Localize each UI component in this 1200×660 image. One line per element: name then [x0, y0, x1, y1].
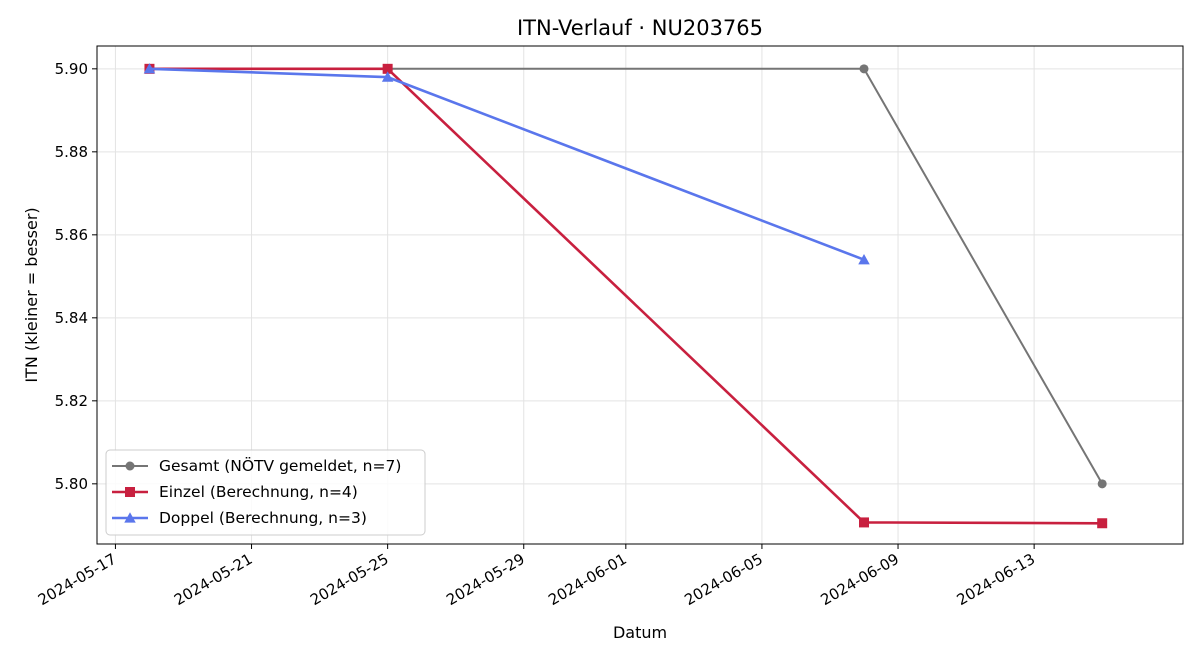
y-tick-label: 5.82	[55, 392, 88, 410]
data-point	[1097, 518, 1108, 529]
y-tick-label: 5.84	[55, 309, 88, 327]
plot-frame	[96, 45, 1184, 545]
data-point	[143, 63, 156, 74]
y-tick-label: 5.90	[55, 60, 88, 78]
data-point	[858, 253, 870, 265]
chart-title: ITN-Verlauf · NU203765	[517, 16, 763, 40]
series-line	[149, 67, 1103, 525]
data-point	[382, 63, 393, 74]
x-axis-title: Datum	[613, 623, 667, 642]
legend-swatch-marker	[125, 487, 135, 497]
legend-swatch-marker	[125, 461, 135, 471]
y-axis-title: ITN (kleiner = besser)	[22, 207, 41, 382]
y-tick-label: 5.80	[55, 475, 88, 493]
data-point	[381, 71, 394, 82]
series-layer	[143, 63, 1108, 529]
y-tick-label: 5.86	[55, 226, 88, 244]
legend-box	[105, 449, 426, 536]
data-point	[859, 517, 870, 528]
legend-label: Gesamt (NÖTV gemeldet, n=7)	[159, 456, 401, 475]
data-point	[1097, 479, 1107, 489]
y-tick-label: 5.88	[55, 143, 88, 161]
series-3	[143, 63, 870, 265]
legend-label: Einzel (Berechnung, n=4)	[159, 483, 358, 501]
legend-label: Doppel (Berechnung, n=3)	[159, 509, 367, 527]
legend: Gesamt (NÖTV gemeldet, n=7) Einzel (Berec…	[105, 449, 426, 536]
legend-swatch-marker	[124, 512, 136, 523]
data-point	[859, 64, 869, 74]
